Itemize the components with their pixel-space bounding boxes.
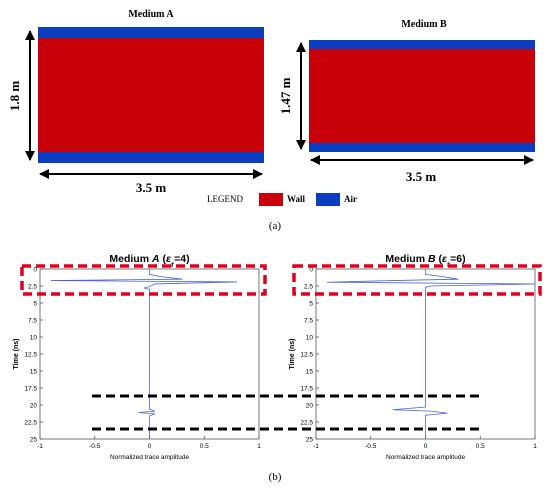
caption-a: (a) — [269, 220, 282, 232]
legend-air-label: Air — [344, 194, 357, 204]
chart-1-trace-series — [326, 269, 536, 439]
legend-wall-label: Wall — [287, 194, 306, 204]
medium-b-title: Medium B — [401, 19, 447, 30]
medium-a-width-label: 3.5 m — [136, 180, 167, 195]
medium-a-diagram: Medium A 1.8 m 3.5 m — [7, 9, 264, 195]
legend: LEGEND Wall Air — [207, 193, 357, 206]
chart-1-x-axis-label: Normalized trace amplitude — [386, 454, 466, 461]
medium-a-height-label: 1.8 m — [7, 81, 22, 112]
chart-0-trace-series — [50, 269, 238, 439]
chart-0-y-tick-label: 12.5 — [24, 351, 37, 358]
chart-0-title: Medium A (εr=4) — [109, 253, 189, 269]
chart-1-y-tick-label: 22.5 — [300, 419, 313, 426]
chart-1-x-tick-label: -1 — [313, 443, 319, 450]
medium-a-air-top — [38, 27, 264, 38]
chart-1-y-tick-label: 2.5 — [304, 283, 313, 290]
medium-b-air-top — [309, 40, 535, 49]
caption-b: (b) — [269, 471, 282, 483]
chart-0-y-tick-label: 0 — [33, 266, 37, 273]
chart-1-y-tick-label: 7.5 — [304, 317, 313, 324]
chart-1-x-tick-label: 0.5 — [476, 443, 485, 450]
chart-0-x-tick-label: -1 — [37, 443, 43, 450]
chart-0-x-axis-label: Normalized trace amplitude — [110, 454, 190, 461]
chart-0-y-tick-label: 17.5 — [24, 385, 37, 392]
medium-a-wall — [38, 38, 264, 152]
chart-1-x-tick-label: 0 — [424, 443, 428, 450]
legend-wall-swatch — [259, 193, 283, 206]
chart-0-y-tick-label: 25 — [30, 436, 38, 443]
chart-medium-b: Medium B (εr=6)-1 -0.5 0 0.5 102.557.51012.5… — [289, 253, 537, 461]
chart-0-x-tick-label: 0.5 — [200, 443, 209, 450]
chart-1-y-tick-label: 20 — [306, 402, 314, 409]
medium-b-width-label: 3.5 m — [406, 169, 437, 184]
chart-1-y-tick-label: 10 — [306, 334, 314, 341]
medium-b-wall — [309, 49, 535, 143]
chart-1-x-tick-label: 1 — [533, 443, 537, 450]
medium-b-diagram: Medium B 1.47 m 3.5 m — [278, 19, 535, 184]
reflection-guides — [92, 394, 484, 431]
chart-1-y-axis-label: Time (ns) — [289, 339, 296, 370]
chart-0-x-tick-label: 1 — [257, 443, 261, 450]
chart-0-x-tick-label: -0.5 — [89, 443, 101, 450]
chart-1-title: Medium B (εr=6) — [385, 253, 465, 269]
chart-0-y-tick-label: 5 — [33, 300, 37, 307]
chart-1-y-tick-label: 0 — [309, 266, 313, 273]
chart-0-y-tick-label: 7.5 — [28, 317, 37, 324]
chart-1-y-tick-label: 25 — [306, 436, 314, 443]
chart-1-y-tick-label: 5 — [309, 300, 313, 307]
chart-0-y-tick-label: 20 — [30, 402, 38, 409]
chart-0-y-tick-label: 10 — [30, 334, 38, 341]
chart-0-y-tick-label: 2.5 — [28, 283, 37, 290]
chart-1-y-tick-label: 15 — [306, 368, 314, 375]
highlight-box-medium-a — [20, 264, 267, 296]
medium-b-air-bottom — [309, 143, 535, 152]
chart-1-x-tick-label: -0.5 — [365, 443, 377, 450]
chart-1-y-tick-label: 12.5 — [300, 351, 313, 358]
chart-0-y-tick-label: 22.5 — [24, 419, 37, 426]
chart-1-y-tick-label: 17.5 — [300, 385, 313, 392]
chart-0-y-axis-label: Time (ns) — [13, 339, 20, 370]
chart-0-y-tick-label: 15 — [30, 368, 38, 375]
medium-b-height-label: 1.47 m — [278, 77, 293, 114]
highlight-box-medium-b — [292, 264, 542, 296]
legend-title: LEGEND — [207, 194, 243, 204]
chart-medium-a: Medium A (εr=4)-1 -0.5 0 0.5 102.557.51012.5… — [13, 253, 261, 461]
medium-a-title: Medium A — [128, 9, 174, 20]
legend-air-swatch — [316, 193, 340, 206]
medium-a-air-bottom — [38, 152, 264, 163]
chart-0-x-tick-label: 0 — [148, 443, 152, 450]
highlight-boxes — [20, 264, 542, 296]
